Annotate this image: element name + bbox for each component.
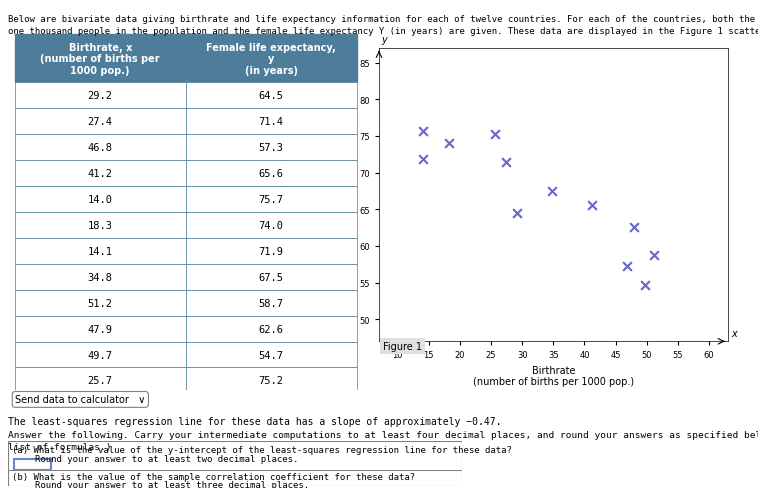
FancyBboxPatch shape <box>14 161 186 186</box>
Point <box>546 188 558 196</box>
FancyBboxPatch shape <box>8 470 462 486</box>
Text: 75.2: 75.2 <box>258 376 283 386</box>
FancyBboxPatch shape <box>8 441 462 471</box>
FancyBboxPatch shape <box>14 212 186 238</box>
FancyBboxPatch shape <box>14 238 186 264</box>
FancyBboxPatch shape <box>14 186 186 212</box>
FancyBboxPatch shape <box>186 238 357 264</box>
Y-axis label: Female life expectancy
(in years): Female life expectancy (in years) <box>280 139 302 252</box>
Text: 49.7: 49.7 <box>88 350 113 360</box>
FancyBboxPatch shape <box>186 342 357 368</box>
Text: 34.8: 34.8 <box>88 272 113 282</box>
Text: Answer the following. Carry your intermediate computations to at least four deci: Answer the following. Carry your interme… <box>8 430 758 439</box>
Text: 51.2: 51.2 <box>88 298 113 308</box>
Point <box>628 224 640 231</box>
FancyBboxPatch shape <box>14 135 186 161</box>
FancyBboxPatch shape <box>186 368 357 394</box>
FancyBboxPatch shape <box>14 36 186 83</box>
Text: y: y <box>381 35 387 45</box>
FancyBboxPatch shape <box>186 135 357 161</box>
Point <box>417 128 429 136</box>
Text: list of formulas.): list of formulas.) <box>8 442 111 450</box>
FancyBboxPatch shape <box>14 459 51 470</box>
Text: Figure 1: Figure 1 <box>383 341 421 351</box>
Text: 58.7: 58.7 <box>258 298 283 308</box>
FancyBboxPatch shape <box>186 186 357 212</box>
Point <box>417 155 429 163</box>
FancyBboxPatch shape <box>14 109 186 135</box>
Text: Female life expectancy,
y
(in years): Female life expectancy, y (in years) <box>206 42 336 76</box>
FancyBboxPatch shape <box>14 264 186 290</box>
Point <box>639 281 651 289</box>
Point <box>511 210 523 218</box>
Text: 14.1: 14.1 <box>88 246 113 256</box>
FancyBboxPatch shape <box>186 161 357 186</box>
Text: 14.0: 14.0 <box>88 194 113 204</box>
Text: 71.4: 71.4 <box>258 117 283 127</box>
Point <box>621 263 633 270</box>
FancyBboxPatch shape <box>14 368 186 394</box>
FancyBboxPatch shape <box>186 109 357 135</box>
Text: 74.0: 74.0 <box>258 221 283 230</box>
FancyBboxPatch shape <box>14 342 186 368</box>
Text: The least-squares regression line for these data has a slope of approximately −0: The least-squares regression line for th… <box>8 416 501 426</box>
Text: 25.7: 25.7 <box>88 376 113 386</box>
Text: 75.7: 75.7 <box>258 194 283 204</box>
FancyBboxPatch shape <box>186 290 357 316</box>
Text: 65.6: 65.6 <box>258 168 283 179</box>
Text: 67.5: 67.5 <box>258 272 283 282</box>
FancyBboxPatch shape <box>14 290 186 316</box>
Text: 54.7: 54.7 <box>258 350 283 360</box>
Text: 57.3: 57.3 <box>258 142 283 153</box>
Text: 71.9: 71.9 <box>258 246 283 256</box>
Text: (b) What is the value of the sample correlation coefficient for these data?: (b) What is the value of the sample corr… <box>12 472 415 481</box>
Text: (a) What is the value of the y-intercept of the least-squares regression line fo: (a) What is the value of the y-intercept… <box>12 445 512 454</box>
Point <box>500 159 512 167</box>
Text: one thousand people in the population and the female life expectancy Y (in years: one thousand people in the population an… <box>8 27 758 36</box>
Text: 29.2: 29.2 <box>88 91 113 101</box>
FancyBboxPatch shape <box>14 83 186 109</box>
Text: 46.8: 46.8 <box>88 142 113 153</box>
FancyBboxPatch shape <box>186 212 357 238</box>
Text: x: x <box>731 328 737 338</box>
Text: 62.6: 62.6 <box>258 324 283 334</box>
Text: 64.5: 64.5 <box>258 91 283 101</box>
Text: Round your answer to at least two decimal places.: Round your answer to at least two decima… <box>35 454 298 463</box>
Point <box>490 131 502 139</box>
Text: 41.2: 41.2 <box>88 168 113 179</box>
FancyBboxPatch shape <box>186 36 357 83</box>
Text: 18.3: 18.3 <box>88 221 113 230</box>
FancyBboxPatch shape <box>186 264 357 290</box>
Text: 47.9: 47.9 <box>88 324 113 334</box>
X-axis label: Birthrate
(number of births per 1000 pop.): Birthrate (number of births per 1000 pop… <box>473 365 634 386</box>
FancyBboxPatch shape <box>186 83 357 109</box>
FancyBboxPatch shape <box>186 316 357 342</box>
Point <box>443 140 456 148</box>
Point <box>648 252 660 260</box>
Text: Round your answer to at least three decimal places.: Round your answer to at least three deci… <box>35 480 309 488</box>
Text: Birthrate, x
(number of births per
1000 pop.): Birthrate, x (number of births per 1000 … <box>40 42 160 76</box>
Text: 27.4: 27.4 <box>88 117 113 127</box>
Text: Send data to calculator   ∨: Send data to calculator ∨ <box>15 395 146 405</box>
Point <box>586 202 598 209</box>
Text: Below are bivariate data giving birthrate and life expectancy information for ea: Below are bivariate data giving birthrat… <box>8 15 758 23</box>
FancyBboxPatch shape <box>14 316 186 342</box>
